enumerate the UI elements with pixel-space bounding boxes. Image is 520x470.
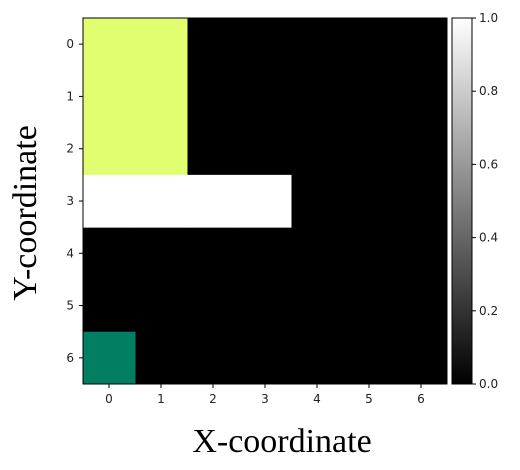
x-tick-label: 3 <box>261 392 269 406</box>
heatmap-cell <box>83 18 136 71</box>
heatmap-cell <box>83 123 136 176</box>
heatmap-cell <box>83 175 136 228</box>
x-tick-label: 2 <box>209 392 217 406</box>
heatmap-cell <box>239 175 292 228</box>
colorbar-ticks: 0.0 0.2 0.4 0.6 0.8 1.0 <box>472 11 498 391</box>
heatmap-cell <box>187 175 240 228</box>
y-tick-label: 5 <box>66 299 74 313</box>
heatmap-cell <box>135 18 188 71</box>
y-axis-label: Y-coordinate <box>7 125 44 301</box>
x-axis-ticks: 0 1 2 3 4 5 6 <box>105 384 425 406</box>
colorbar-tick-label: 0.8 <box>479 84 498 98</box>
y-tick-label: 0 <box>66 37 74 51</box>
colorbar <box>452 18 472 384</box>
heatmap-cell <box>83 332 136 385</box>
colorbar-tick-label: 0.2 <box>479 304 498 318</box>
heatmap-cell <box>83 70 136 123</box>
y-tick-label: 2 <box>66 142 74 156</box>
x-tick-label: 1 <box>157 392 165 406</box>
y-tick-label: 3 <box>66 194 74 208</box>
colorbar-tick-label: 1.0 <box>479 11 498 25</box>
x-tick-label: 4 <box>313 392 321 406</box>
y-axis-ticks: 0 1 2 3 4 5 6 <box>66 37 83 365</box>
colorbar-tick-label: 0.6 <box>479 157 498 171</box>
x-axis-label: X-coordinate <box>192 423 371 460</box>
colorbar-tick-label: 0.4 <box>479 231 498 245</box>
x-tick-label: 0 <box>105 392 113 406</box>
heatmap-cell <box>135 175 188 228</box>
x-tick-label: 6 <box>417 392 425 406</box>
colorbar-tick-label: 0.0 <box>479 377 498 391</box>
y-tick-label: 4 <box>66 246 74 260</box>
heatmap-cell <box>135 70 188 123</box>
heatmap-cell <box>135 123 188 176</box>
y-tick-label: 1 <box>66 89 74 103</box>
colorbar-gradient <box>452 18 472 384</box>
x-tick-label: 5 <box>365 392 373 406</box>
y-tick-label: 6 <box>66 351 74 365</box>
plot-area <box>83 18 447 385</box>
